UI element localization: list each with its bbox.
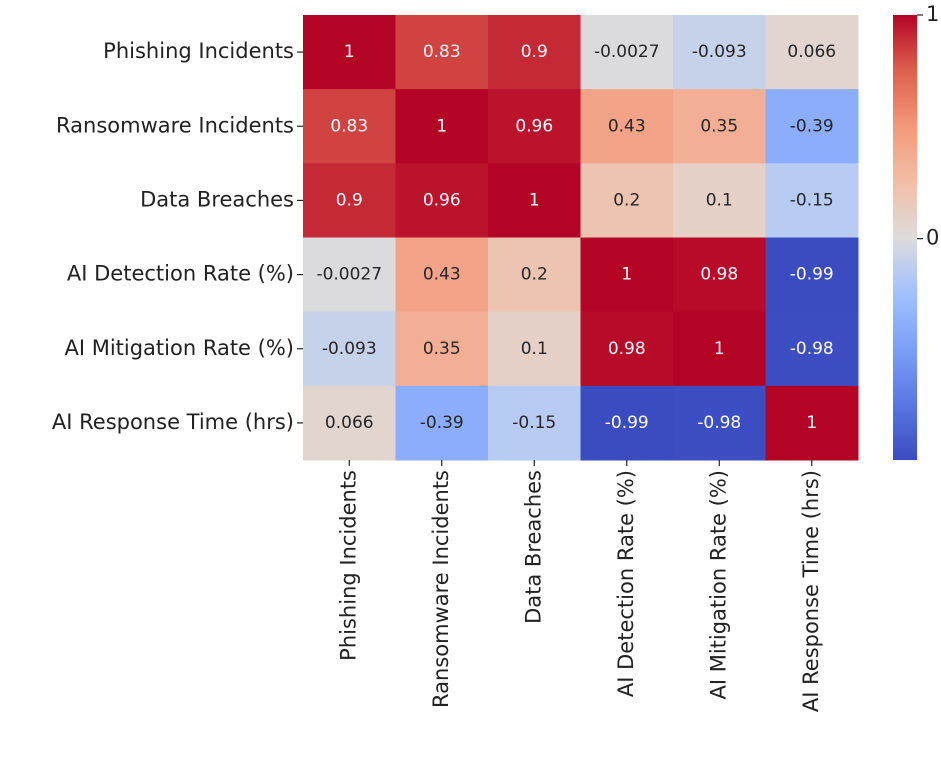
- cell-label: -0.093: [692, 42, 747, 62]
- heatmap-cell: [488, 15, 581, 90]
- cell-label: -0.15: [512, 413, 556, 433]
- y-tick-label: AI Mitigation Rate (%): [64, 336, 294, 360]
- cell-label: 0.83: [423, 42, 461, 62]
- cell-label: -0.0027: [594, 42, 660, 62]
- heatmap-cell: [765, 237, 859, 313]
- cell-label: 0.98: [700, 265, 738, 285]
- cell-label: -0.98: [790, 339, 834, 359]
- heatmap-cell: [303, 237, 396, 313]
- heatmap-cell: [580, 163, 674, 238]
- cell-label: -0.98: [697, 413, 741, 433]
- heatmap-cell: [580, 15, 674, 90]
- heatmap-cell: [673, 311, 766, 387]
- cell-label: 1: [344, 42, 355, 62]
- cell-label: 0.83: [330, 116, 368, 136]
- cell-label: 1: [529, 190, 540, 210]
- heatmap-cell: [765, 385, 859, 461]
- cell-label: 0.1: [521, 339, 548, 359]
- cell-label: 0.35: [423, 339, 461, 359]
- y-tick-label: AI Detection Rate (%): [67, 262, 294, 286]
- x-tick-label: Phishing Incidents: [336, 470, 360, 661]
- cell-label: 0.066: [325, 413, 374, 433]
- cell-label: -0.39: [790, 116, 834, 136]
- colorbar-tick-label: 1: [926, 2, 939, 26]
- heatmap-cell: [580, 385, 674, 461]
- heatmap-cell: [395, 163, 489, 238]
- heatmap-cell: [488, 163, 581, 238]
- y-tick-label: Data Breaches: [140, 187, 294, 211]
- heatmap-cell: [673, 237, 766, 313]
- heatmap-cell: [395, 15, 489, 90]
- colorbar: [893, 15, 917, 460]
- heatmap-cell: [488, 237, 581, 313]
- heatmap-cell: [395, 311, 489, 387]
- x-tick-label: AI Mitigation Rate (%): [706, 470, 730, 700]
- cell-label: 1: [436, 116, 447, 136]
- cell-label: 0.96: [515, 116, 553, 136]
- x-tick-label: AI Detection Rate (%): [614, 470, 638, 697]
- heatmap-cell: [673, 89, 766, 164]
- x-tick-label: AI Response Time (hrs): [799, 470, 823, 712]
- y-tick-label: Ransomware Incidents: [56, 113, 294, 137]
- heatmap-cell: [673, 385, 766, 461]
- heatmap-cell: [488, 89, 581, 164]
- cell-label: 1: [806, 413, 817, 433]
- cell-label: 1: [714, 339, 725, 359]
- heatmap-cell: [395, 89, 489, 164]
- cell-label: 0.96: [423, 190, 461, 210]
- heatmap-cell: [673, 15, 766, 90]
- heatmap-cell: [580, 311, 674, 387]
- cell-label: 0.43: [608, 116, 646, 136]
- cell-label: 0.066: [787, 42, 836, 62]
- cell-label: 0.9: [521, 42, 548, 62]
- heatmap-cell: [303, 163, 396, 238]
- cell-label: 0.1: [706, 190, 733, 210]
- heatmap-cell: [303, 15, 396, 90]
- heatmap-cell: [303, 311, 396, 387]
- heatmap-cell: [580, 89, 674, 164]
- cell-label: 0.43: [423, 265, 461, 285]
- cell-label: 0.2: [613, 190, 640, 210]
- colorbar-tick-label: 0: [926, 226, 939, 250]
- heatmap-cell: [673, 163, 766, 238]
- y-tick-label: AI Response Time (hrs): [52, 410, 294, 434]
- cell-label: 1: [621, 265, 632, 285]
- heatmap-cell: [765, 311, 859, 387]
- cell-label: -0.15: [790, 190, 834, 210]
- x-tick-label: Ransomware Incidents: [429, 470, 453, 708]
- y-tick-label: Phishing Incidents: [103, 39, 294, 63]
- heatmap-cell: [488, 385, 581, 461]
- heatmap-cell: [580, 237, 674, 313]
- cell-label: -0.093: [322, 339, 377, 359]
- cell-label: 0.35: [700, 116, 738, 136]
- x-tick-label: Data Breaches: [521, 470, 545, 624]
- heatmap-cell: [765, 89, 859, 164]
- cell-label: -0.99: [605, 413, 649, 433]
- heatmap-cell: [303, 385, 396, 461]
- heatmap-cell: [765, 163, 859, 238]
- heatmap-cell: [765, 15, 859, 90]
- heatmap-cell: [395, 385, 489, 461]
- heatmap-cell: [488, 311, 581, 387]
- cell-label: -0.99: [790, 265, 834, 285]
- cell-label: -0.0027: [316, 265, 382, 285]
- cell-label: 0.2: [521, 265, 548, 285]
- heatmap-cell: [303, 89, 396, 164]
- heatmap-cell: [395, 237, 489, 313]
- cell-label: -0.39: [420, 413, 464, 433]
- cell-label: 0.9: [336, 190, 363, 210]
- cell-label: 0.98: [608, 339, 646, 359]
